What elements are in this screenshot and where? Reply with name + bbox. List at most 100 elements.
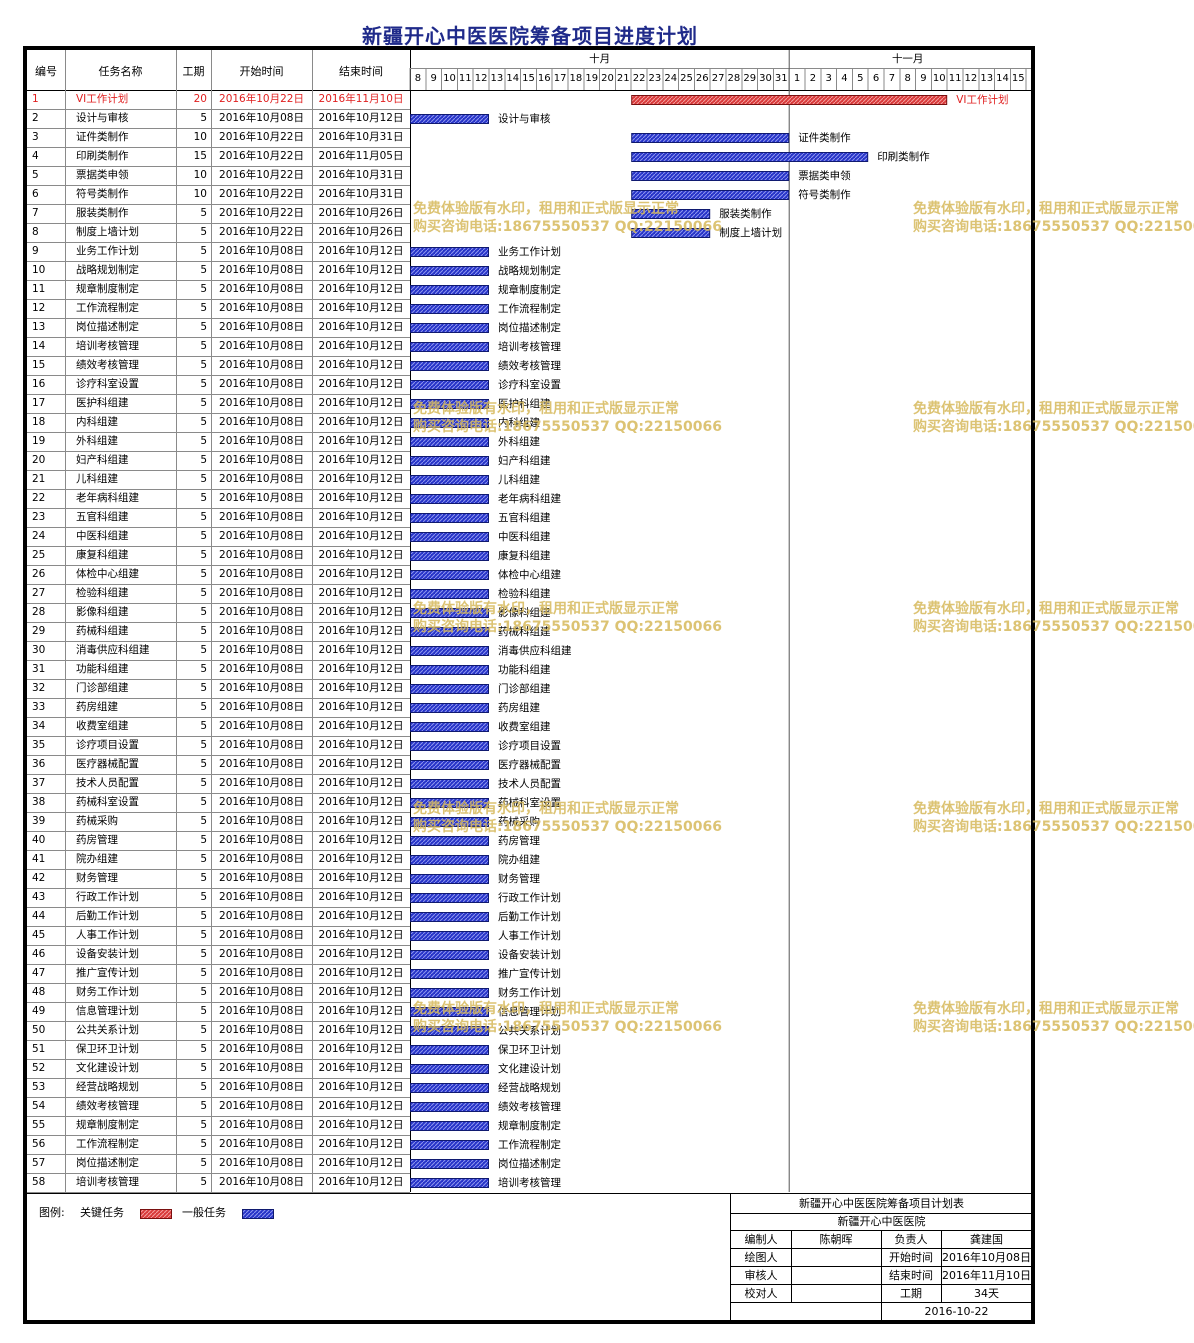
task-duration: 5 — [200, 606, 207, 618]
task-end: 2016年10月12日 — [318, 435, 404, 447]
task-name: 后勤工作计划 — [76, 910, 139, 922]
task-bar-label: 岗位描述制定 — [498, 322, 561, 334]
task-duration: 5 — [200, 473, 207, 485]
task-id: 48 — [32, 986, 46, 998]
task-bar — [410, 285, 489, 295]
day-tick-label: 12 — [964, 73, 978, 84]
task-bar-label: 行政工作计划 — [498, 892, 561, 904]
task-id: 56 — [32, 1138, 46, 1150]
task-name: 老年病科组建 — [76, 492, 139, 504]
task-start: 2016年10月08日 — [219, 587, 304, 599]
task-bar — [410, 361, 489, 371]
task-name: 药械科组建 — [76, 625, 129, 637]
task-id: 23 — [32, 511, 46, 523]
watermark-line2: 购买咨询电话:18675550537 QQ:22150066 — [413, 219, 722, 235]
task-duration: 5 — [200, 929, 207, 941]
task-id: 14 — [32, 340, 46, 352]
task-id: 40 — [32, 834, 46, 846]
task-bar-label: VI工作计划 — [956, 94, 1009, 106]
owner-value: 龚建国 — [970, 1233, 1003, 1246]
task-name: 外科组建 — [76, 435, 118, 447]
task-start: 2016年10月08日 — [219, 1005, 304, 1017]
task-id: 3 — [32, 131, 39, 143]
task-bar — [410, 304, 489, 314]
task-name: 规章制度制定 — [76, 1119, 139, 1131]
editor-label: 编制人 — [744, 1233, 778, 1246]
task-start: 2016年10月08日 — [219, 777, 304, 789]
task-name: 票据类申领 — [76, 169, 129, 181]
task-duration: 15 — [193, 150, 207, 162]
watermark-line2: 购买咨询电话:18675550537 QQ:22150066 — [913, 219, 1194, 235]
task-duration: 5 — [200, 1005, 207, 1017]
task-bar — [410, 741, 489, 751]
task-start: 2016年10月08日 — [219, 530, 304, 542]
task-bar-label: 推广宣传计划 — [498, 968, 561, 980]
task-name: 医护科组建 — [76, 397, 129, 409]
task-name: 体检中心组建 — [76, 568, 139, 580]
task-bar-label: 保卫环卫计划 — [498, 1044, 561, 1056]
task-end: 2016年10月12日 — [318, 283, 404, 295]
task-end: 2016年10月12日 — [318, 1005, 404, 1017]
day-tick-label: 9 — [430, 73, 437, 84]
task-duration: 5 — [200, 720, 207, 732]
task-end: 2016年10月12日 — [318, 644, 404, 656]
watermark-line1: 免费体验版有水印，租用和正式版显示正常 — [913, 1001, 1179, 1017]
day-tick-label: 13 — [490, 73, 504, 84]
task-bar-label: 文化建设计划 — [498, 1063, 561, 1075]
task-duration: 5 — [200, 1138, 207, 1150]
task-start: 2016年10月08日 — [219, 454, 304, 466]
task-id: 27 — [32, 587, 46, 599]
task-bar-label: 人事工作计划 — [498, 930, 561, 942]
task-bar — [410, 1140, 489, 1150]
task-bar-label: 信息管理计划 — [498, 1006, 561, 1018]
task-duration: 5 — [200, 359, 207, 371]
day-tick-label: 11 — [948, 73, 962, 84]
task-name: 药械科室设置 — [76, 796, 139, 808]
watermark-line2: 购买咨询电话:18675550537 QQ:22150066 — [413, 819, 722, 835]
task-bar-label: 培训考核管理 — [498, 341, 561, 353]
task-name: 人事工作计划 — [76, 929, 139, 941]
task-name: 岗位描述制定 — [76, 1157, 139, 1169]
task-duration: 10 — [193, 131, 207, 143]
task-bar — [410, 779, 489, 789]
task-start: 2016年10月08日 — [219, 302, 304, 314]
task-start: 2016年10月08日 — [219, 1043, 304, 1055]
task-end: 2016年10月31日 — [318, 169, 404, 181]
task-duration: 5 — [200, 891, 207, 903]
task-name: 战略规划制定 — [76, 264, 139, 276]
day-tick-label: 14 — [996, 73, 1009, 84]
task-duration: 5 — [200, 112, 207, 124]
watermark-line1: 免费体验版有水印，租用和正式版显示正常 — [413, 1001, 679, 1017]
task-start: 2016年10月08日 — [219, 986, 304, 998]
task-name: 信息管理计划 — [76, 1005, 139, 1017]
task-name: 药械采购 — [76, 815, 118, 827]
task-bar — [410, 855, 489, 865]
header-days: 工期 — [182, 65, 205, 78]
task-end: 2016年10月12日 — [318, 530, 404, 542]
task-bar — [410, 570, 489, 580]
task-duration: 5 — [200, 777, 207, 789]
footer-area: 图例: 关键任务 一般任务 — [27, 1193, 1032, 1321]
task-id: 7 — [32, 207, 39, 219]
task-end: 2016年10月12日 — [318, 1043, 404, 1055]
task-bar-label: 财务管理 — [498, 873, 540, 885]
task-bar — [410, 1083, 489, 1093]
task-bar — [410, 114, 489, 124]
task-duration: 5 — [200, 682, 207, 694]
task-start: 2016年10月22日 — [219, 207, 304, 219]
task-end: 2016年10月12日 — [318, 967, 404, 979]
task-bar-label: 药房组建 — [498, 702, 540, 714]
task-end: 2016年10月12日 — [318, 1138, 404, 1150]
task-end: 2016年10月12日 — [318, 796, 404, 808]
task-bar-label: 符号类制作 — [798, 189, 851, 201]
task-bar-label: 规章制度制定 — [498, 1120, 561, 1132]
task-bar — [410, 1178, 489, 1188]
task-bar — [410, 798, 489, 808]
task-bar-label: 检验科组建 — [498, 588, 551, 600]
task-bar-label: 印刷类制作 — [877, 151, 930, 163]
task-name: 行政工作计划 — [76, 891, 139, 903]
task-name: 规章制度制定 — [76, 283, 139, 295]
task-name: 服装类制作 — [76, 207, 129, 219]
task-id: 22 — [32, 492, 46, 504]
task-duration: 10 — [193, 169, 207, 181]
